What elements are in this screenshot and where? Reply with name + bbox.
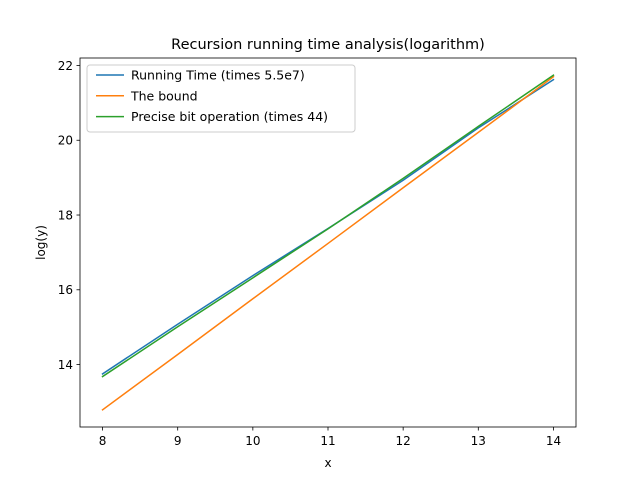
legend-entries: Running Time (times 5.5e7) The bound Preci… xyxy=(96,68,328,124)
y-axis-label: log(y) xyxy=(34,225,48,260)
y-tick-label: 20 xyxy=(58,134,73,148)
x-tick-label: 14 xyxy=(546,434,561,448)
chart-title: Recursion running time analysis(logarith… xyxy=(171,37,485,53)
y-tick-label: 22 xyxy=(58,59,73,73)
legend-label-1: Running Time (times 5.5e7) xyxy=(131,68,305,83)
y-tick-label: 18 xyxy=(58,208,73,222)
x-tick-label: 9 xyxy=(174,434,182,448)
y-tick-label: 16 xyxy=(58,283,73,297)
series-line-3 xyxy=(101,74,555,378)
legend-label-3: Precise bit operation (times 44) xyxy=(131,109,328,124)
x-tick-label: 11 xyxy=(320,434,335,448)
series-line-2 xyxy=(101,75,555,411)
y-axis-ticks: 14 16 18 20 22 xyxy=(58,59,80,372)
x-axis-label: x xyxy=(324,456,331,470)
legend-box xyxy=(86,64,356,133)
series-layer xyxy=(101,74,555,411)
legend-label-2: The bound xyxy=(130,88,198,103)
x-tick-label: 10 xyxy=(245,434,260,448)
plot-area: 8 9 10 11 12 13 14 14 16 18 20 22 xyxy=(58,57,577,448)
legend: Running Time (times 5.5e7) The bound Preci… xyxy=(86,64,356,133)
x-tick-label: 8 xyxy=(99,434,107,448)
x-tick-label: 12 xyxy=(396,434,411,448)
y-tick-label: 14 xyxy=(58,358,73,372)
x-tick-label: 13 xyxy=(471,434,486,448)
x-axis-ticks: 8 9 10 11 12 13 14 xyxy=(99,427,561,448)
